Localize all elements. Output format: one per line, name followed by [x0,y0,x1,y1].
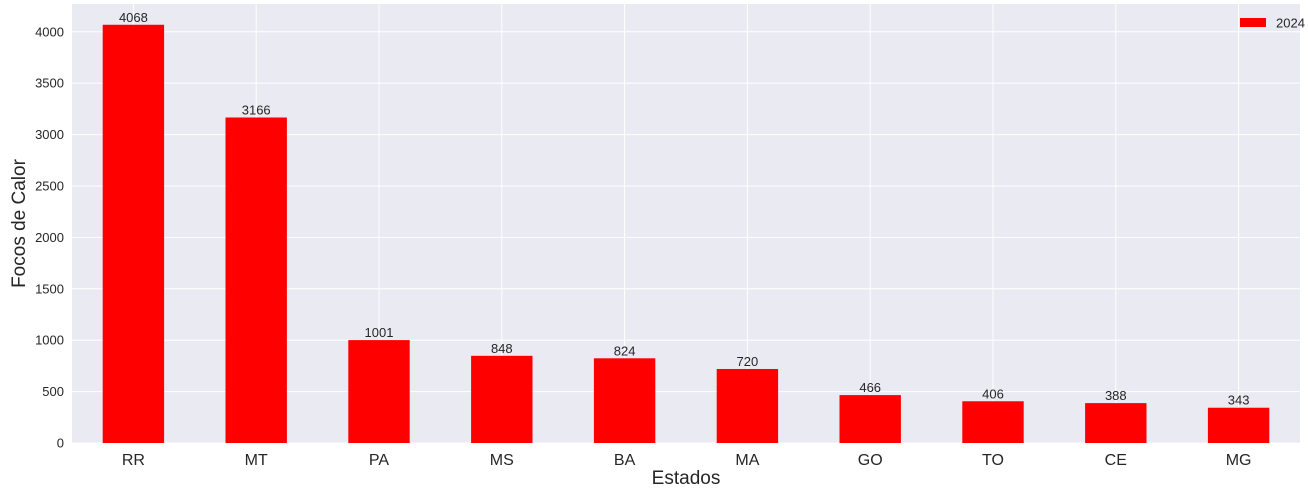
bar-value-label: 466 [859,380,881,395]
bar-value-label: 720 [737,354,759,369]
bar-value-label: 406 [982,386,1004,401]
bar-ba [593,358,656,443]
x-axis-label: Estados [652,468,721,488]
bar-value-label: 3166 [242,103,271,118]
x-tick-label: MS [490,452,514,469]
y-tick-label: 3000 [35,127,64,142]
bar-ma [716,368,779,443]
x-tick-label: MA [735,452,759,469]
legend: 2024 [1240,16,1305,31]
legend-label: 2024 [1276,16,1305,31]
bar-to [962,401,1024,443]
x-tick-label: MT [245,452,268,469]
y-tick-label: 0 [57,436,64,451]
x-tick-label: PA [369,452,389,469]
y-tick-label: 3500 [35,76,64,91]
x-tick-label: RR [122,452,145,469]
x-tick-label: GO [858,452,883,469]
bar-value-label: 824 [614,343,636,358]
y-tick-label: 2500 [35,178,64,193]
bar-value-label: 1001 [365,325,394,340]
x-tick-label: CE [1105,452,1127,469]
bar-value-labels: 4068 3166 1001 848 824 720 466 406 388 343 [119,10,1250,408]
bar-ms [471,355,533,443]
bar-ce [1085,403,1147,443]
legend-swatch [1240,18,1266,27]
y-tick-label: 1500 [35,281,64,296]
bar-value-label: 343 [1228,393,1250,408]
y-tick-label: 2000 [35,230,64,245]
y-axis-label: Focos de Calor [9,158,30,288]
x-axis-ticks: RR MT PA MS BA MA GO TO CE MG [122,452,1252,469]
bar-go [839,395,901,443]
y-tick-label: 500 [42,384,64,399]
x-tick-label: BA [614,452,636,469]
bar-mg [1207,407,1270,443]
bar-value-label: 848 [491,341,513,356]
bar-pa [348,340,410,443]
bars [102,24,1270,444]
x-tick-label: TO [982,452,1004,469]
y-tick-label: 1000 [35,333,64,348]
bar-value-label: 4068 [119,10,148,25]
y-axis-ticks: 0 500 1000 1500 2000 2500 3000 3500 4000 [35,24,64,450]
x-tick-label: MG [1226,452,1252,469]
y-tick-label: 4000 [35,24,64,39]
bar-mt [225,117,287,444]
bar-value-label: 388 [1105,388,1127,403]
bar-rr [102,24,165,444]
